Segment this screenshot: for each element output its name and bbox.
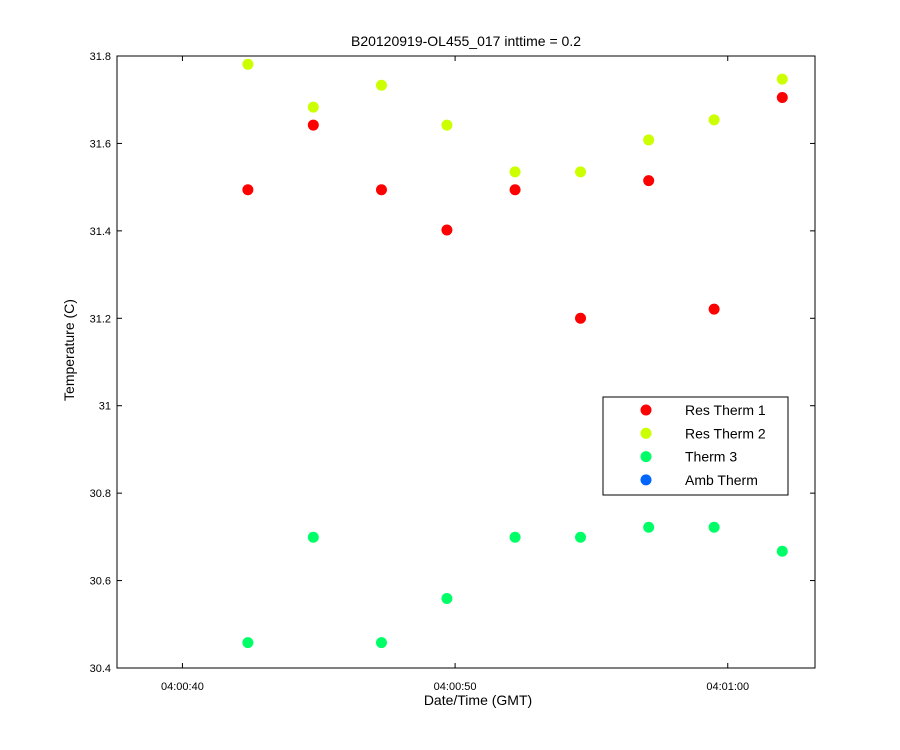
legend: Res Therm 1 Res Therm 2 Therm 3 Amb Therm	[602, 396, 789, 496]
data-point	[708, 303, 720, 315]
data-point	[776, 92, 788, 104]
y-tick-label: 31.8	[90, 51, 111, 63]
legend-label: Res Therm 1	[685, 402, 766, 418]
data-point	[375, 637, 387, 649]
y-tick-label: 31	[99, 401, 111, 413]
data-point	[708, 114, 720, 126]
x-axis-label: Date/Time (GMT)	[424, 692, 532, 708]
y-tick-label: 30.8	[90, 488, 111, 500]
data-point	[242, 637, 254, 649]
data-point	[307, 101, 319, 113]
data-point	[575, 531, 587, 543]
legend-marker	[640, 451, 652, 463]
data-points	[242, 58, 788, 649]
data-point	[441, 224, 453, 236]
legend-marker	[640, 474, 652, 486]
legend-label: Therm 3	[685, 449, 737, 465]
x-tick-label: 04:01:00	[706, 681, 749, 693]
data-point	[509, 166, 521, 178]
y-tick-label: 31.2	[90, 313, 111, 325]
plot-area	[116, 55, 816, 669]
x-tick-label: 04:00:50	[434, 681, 477, 693]
data-point	[776, 545, 788, 557]
y-tick-label: 30.4	[90, 663, 111, 675]
legend-label: Amb Therm	[685, 472, 758, 488]
data-point	[375, 184, 387, 196]
legend-marker	[640, 404, 652, 416]
y-axis-label: Temperature (C)	[61, 299, 77, 401]
data-point	[643, 521, 655, 533]
legend-label: Res Therm 2	[685, 425, 766, 441]
data-point	[575, 312, 587, 324]
data-point	[242, 184, 254, 196]
legend-marker	[640, 427, 652, 439]
chart-title: B20120919-OL455_017 inttime = 0.2	[351, 33, 581, 49]
data-point	[575, 166, 587, 178]
data-point	[509, 184, 521, 196]
data-point	[242, 58, 254, 70]
data-point	[441, 119, 453, 131]
x-tick-label: 04:00:40	[161, 681, 204, 693]
data-point	[441, 592, 453, 604]
data-point	[643, 134, 655, 146]
data-point	[307, 119, 319, 131]
data-point	[708, 521, 720, 533]
y-tick-label: 31.4	[90, 226, 111, 238]
data-point	[776, 73, 788, 85]
y-tick-label: 31.6	[90, 138, 111, 150]
data-point	[307, 531, 319, 543]
axis-ticks: 30.4 30.6 30.8 31 31.2 31.4 31.6 31.8 04:00:40 04…	[90, 51, 815, 693]
legend-box	[602, 396, 789, 496]
data-point	[509, 531, 521, 543]
data-point	[643, 175, 655, 187]
y-tick-label: 30.6	[90, 576, 111, 588]
data-point	[375, 79, 387, 91]
